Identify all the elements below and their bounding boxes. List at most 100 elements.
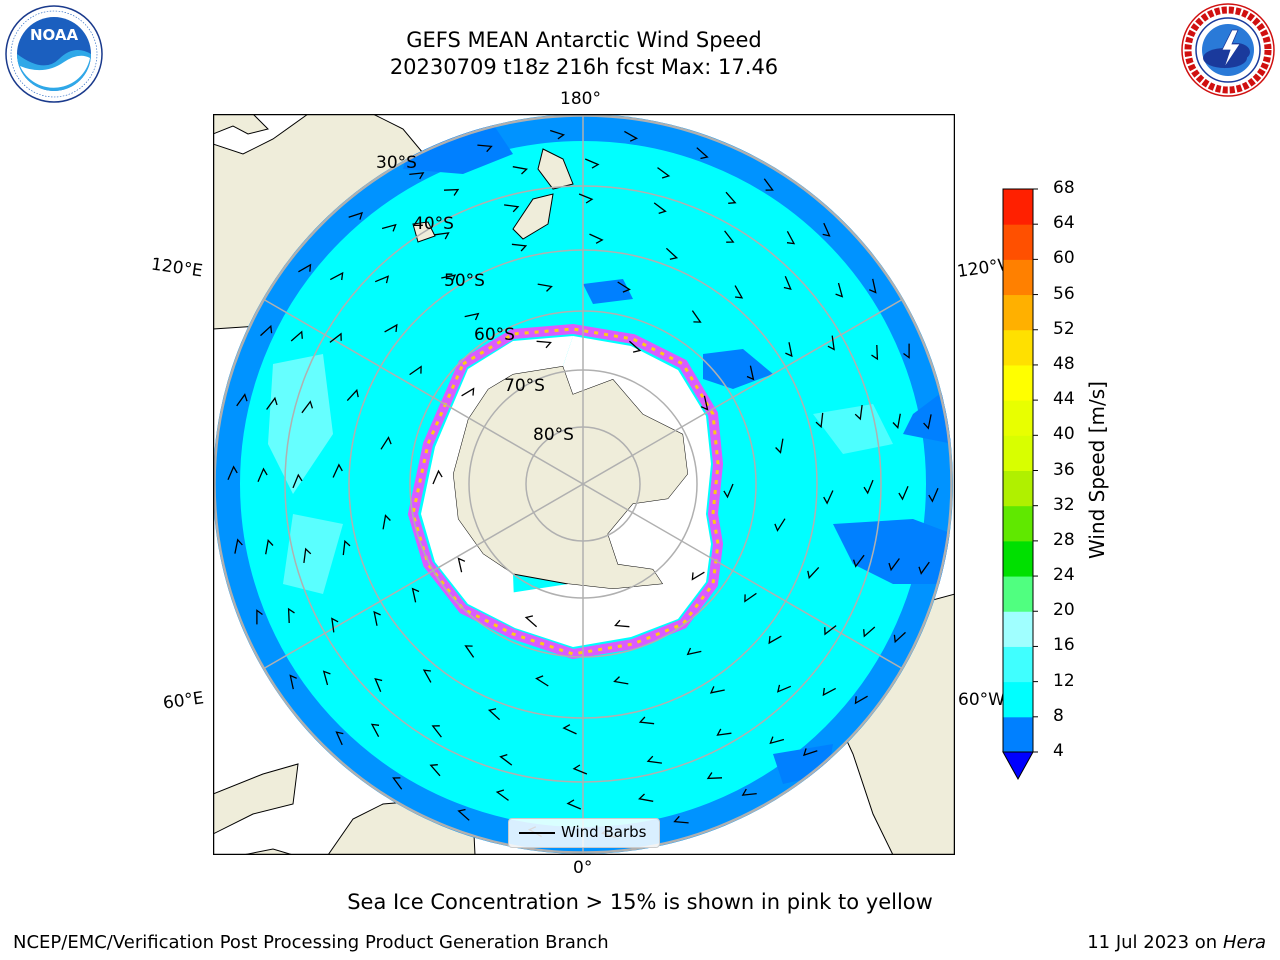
colorbar-tick-label: 20 bbox=[1053, 600, 1075, 621]
nws-logo bbox=[1178, 0, 1278, 100]
colorbar-tick-label: 4 bbox=[1053, 741, 1064, 761]
lon-label-60w: 60°W bbox=[958, 690, 1005, 710]
lon-label-0: 0° bbox=[573, 858, 593, 878]
lat-label-40s: 40°S bbox=[413, 214, 454, 234]
colorbar-tick-label: 64 bbox=[1053, 213, 1075, 234]
wind-barb bbox=[589, 233, 604, 244]
wind-barb bbox=[803, 748, 818, 757]
colorbar-tick-label: 56 bbox=[1053, 283, 1075, 304]
lat-label-30s: 30°S bbox=[376, 153, 417, 173]
wind-barb bbox=[665, 247, 679, 260]
wind-barb bbox=[329, 332, 342, 343]
wind-barb bbox=[898, 485, 909, 501]
colorbar-tick-label: 8 bbox=[1053, 705, 1064, 726]
wind-barb bbox=[298, 263, 312, 273]
wind-barb bbox=[869, 278, 877, 294]
wind-barb bbox=[572, 764, 588, 775]
colorbar-segment bbox=[1003, 224, 1033, 260]
colorbar-segment bbox=[1003, 294, 1033, 331]
wind-barb bbox=[769, 736, 785, 745]
colorbar-segment bbox=[1003, 540, 1033, 577]
wind-barb bbox=[495, 789, 509, 801]
colorbar-segment bbox=[1003, 646, 1033, 683]
wind-barb bbox=[464, 645, 475, 658]
colorbar-tick-label: 68 bbox=[1053, 178, 1075, 198]
wind-barb bbox=[852, 554, 865, 568]
wind-barb bbox=[673, 815, 689, 824]
wind-barb bbox=[746, 365, 755, 381]
wind-barb bbox=[774, 518, 786, 532]
wind-barb bbox=[443, 188, 460, 196]
noaa-logo: NOAA bbox=[4, 4, 104, 104]
wind-barb bbox=[329, 271, 344, 281]
wind-barb bbox=[776, 684, 792, 693]
wind-barb bbox=[888, 558, 900, 572]
legend-line-icon bbox=[519, 832, 555, 834]
wind-barb bbox=[686, 647, 702, 656]
colorbar-segment bbox=[1003, 329, 1033, 366]
wind-barb bbox=[331, 617, 339, 633]
wind-barb bbox=[613, 676, 629, 685]
colorbar-segment bbox=[1003, 364, 1033, 401]
wind-barb bbox=[768, 635, 782, 645]
wind-barb bbox=[646, 755, 662, 764]
wind-barb bbox=[734, 285, 744, 299]
wind-barb bbox=[724, 230, 735, 243]
colorbar-tick-label: 16 bbox=[1053, 635, 1075, 656]
colorbar-tick-label: 52 bbox=[1053, 318, 1075, 339]
colorbar-segment bbox=[1003, 470, 1033, 507]
wind-barb bbox=[854, 405, 863, 421]
wind-barb bbox=[257, 467, 268, 483]
footer-branch: NCEP/EMC/Verification Post Processing Pr… bbox=[13, 932, 609, 953]
wind-barb bbox=[370, 723, 380, 738]
wind-barb bbox=[380, 436, 392, 450]
wind-barb bbox=[256, 609, 263, 625]
wind-barb bbox=[265, 539, 274, 555]
colorbar-segment bbox=[1003, 716, 1033, 753]
wind-barb bbox=[382, 514, 391, 530]
wind-barb bbox=[928, 488, 939, 503]
wind-barb bbox=[822, 687, 837, 697]
wind-barb bbox=[775, 438, 784, 454]
colorbar-segment bbox=[1003, 681, 1033, 718]
wind-barb bbox=[723, 483, 734, 499]
wind-barb bbox=[234, 538, 243, 554]
wind-barb bbox=[461, 387, 475, 397]
wind-barb bbox=[893, 631, 906, 644]
wind-barb bbox=[431, 725, 442, 738]
wind-barb bbox=[653, 202, 667, 215]
polar-map bbox=[213, 114, 955, 855]
lat-label-80s: 80°S bbox=[533, 425, 574, 445]
wind-barb bbox=[706, 772, 723, 780]
wind-barb bbox=[691, 571, 705, 581]
wind-barb bbox=[578, 193, 594, 204]
wind-barb bbox=[289, 674, 297, 690]
legend-label: Wind Barbs bbox=[561, 823, 647, 841]
colorbar-tick-label: 24 bbox=[1053, 565, 1075, 586]
wind-barb bbox=[434, 232, 450, 240]
colorbar-label: Wind Speed [m/s] bbox=[1085, 381, 1109, 559]
wind-barb bbox=[827, 335, 835, 351]
wind-barb bbox=[342, 539, 351, 556]
colorbar-tick-label: 28 bbox=[1053, 529, 1075, 550]
wind-barb bbox=[741, 788, 757, 796]
chart-title: GEFS MEAN Antarctic Wind Speed bbox=[406, 28, 762, 52]
wind-barbs-legend: Wind Barbs bbox=[508, 818, 660, 848]
wind-barb bbox=[409, 172, 425, 180]
wind-barb bbox=[550, 129, 566, 140]
wind-barb bbox=[786, 230, 796, 245]
wind-barb bbox=[373, 610, 381, 626]
wind-barb bbox=[504, 204, 520, 213]
wind-barb bbox=[384, 323, 398, 333]
wind-barb bbox=[566, 799, 582, 810]
wind-barb bbox=[381, 223, 397, 232]
wind-barb bbox=[332, 463, 343, 478]
wind-barb bbox=[348, 211, 363, 220]
wind-barb bbox=[303, 547, 312, 563]
colorbar-extend-arrow bbox=[1002, 751, 1034, 781]
colorbar-tick-label: 32 bbox=[1053, 494, 1075, 515]
sea-ice-edge bbox=[407, 323, 724, 660]
wind-barb bbox=[624, 130, 639, 142]
wind-barb bbox=[918, 561, 930, 575]
wind-barb bbox=[535, 675, 549, 687]
